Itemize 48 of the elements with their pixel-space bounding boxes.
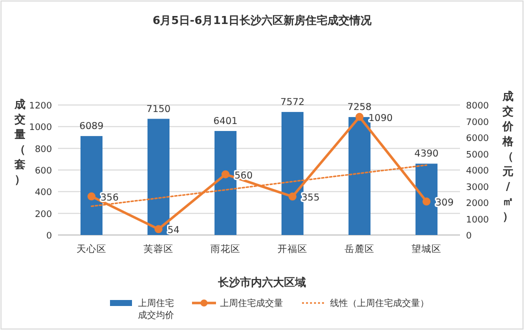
x-tick-label: 雨花区 xyxy=(210,243,240,255)
y-tick-label: 400 xyxy=(34,188,52,198)
y-tick-label: 0 xyxy=(46,232,52,242)
data-label: 7150 xyxy=(146,104,171,115)
bar xyxy=(80,136,102,235)
y-tick-label: 800 xyxy=(34,144,52,155)
y2-tick-label: 7000 xyxy=(466,118,490,128)
y2-tick-label: 0 xyxy=(466,232,472,242)
data-label: 6089 xyxy=(79,121,104,132)
point xyxy=(154,225,162,234)
point xyxy=(222,170,230,178)
point xyxy=(422,198,430,206)
y-tick-label: 200 xyxy=(34,210,52,220)
chart-title: 6月5日-6月11日长沙六区新房住宅成交情况 xyxy=(152,14,372,27)
data-label: 6401 xyxy=(213,116,238,127)
y-tick-label: 1200 xyxy=(29,102,52,112)
x-tick-label: 开福区 xyxy=(278,243,308,255)
point xyxy=(288,192,296,201)
y-tick-label: 1000 xyxy=(29,123,52,134)
data-label: 7258 xyxy=(347,102,372,114)
point xyxy=(356,112,364,121)
bar xyxy=(282,112,304,235)
x-tick-label: 天心区 xyxy=(76,243,106,255)
y2-tick-label: 3000 xyxy=(466,182,490,193)
bar xyxy=(348,117,370,235)
bar xyxy=(416,164,438,235)
y2-tick-label: 6000 xyxy=(466,134,490,144)
y-axis-title: 成交量（套） xyxy=(14,98,26,186)
y2-tick-label: 5000 xyxy=(466,150,490,160)
x-tick-label: 岳麓区 xyxy=(344,243,374,255)
bar xyxy=(214,130,236,235)
bar xyxy=(148,118,170,235)
legend-label: 上周住宅成交均价 xyxy=(138,298,174,321)
text: 成交价格（元/㎡） xyxy=(502,90,514,223)
x-tick-label: 望城区 xyxy=(412,243,442,255)
legend-label: 上周住宅成交量 xyxy=(220,298,283,309)
legend-label: 线性（上周住宅成交量） xyxy=(330,298,429,309)
x-tick-label: 芙蓉区 xyxy=(144,243,174,255)
y2-tick-label: 4000 xyxy=(466,166,490,176)
y2-tick-label: 8000 xyxy=(466,102,490,112)
y2-tick-label: 2000 xyxy=(466,199,490,209)
data-label: 1090 xyxy=(368,112,393,124)
data-label: 4390 xyxy=(414,148,439,160)
y2-tick-label: 1000 xyxy=(466,215,490,226)
data-label: 7572 xyxy=(280,96,305,108)
y-tick-label: 600 xyxy=(34,166,52,176)
x-axis-title: 长沙市内六大区域 xyxy=(217,276,306,289)
point xyxy=(88,192,96,200)
